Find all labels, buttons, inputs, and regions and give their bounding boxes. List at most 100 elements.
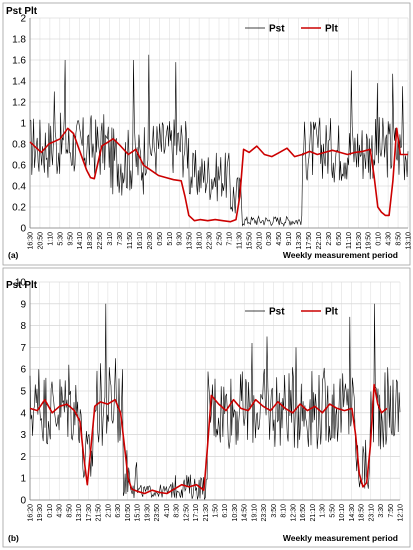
x-tick-label: 4:30 <box>386 232 393 246</box>
x-tick-label: 9:50 <box>67 232 74 246</box>
x-tick-label: 5:10 <box>167 232 174 246</box>
x-tick-label: 23:50 <box>154 504 161 522</box>
x-tick-label: 9:30 <box>177 232 184 246</box>
x-tick-label: 13:10 <box>76 504 83 522</box>
series-pst-line <box>29 303 401 501</box>
x-tick-label: 14:50 <box>242 504 249 522</box>
x-tick-label: 13:10 <box>406 232 413 250</box>
y-tick-label: 1.2 <box>12 98 26 109</box>
x-tick-label: 8:30 <box>174 504 181 518</box>
x-tick-label: 16:50 <box>300 504 307 522</box>
x-tick-label: 19:30 <box>37 504 44 522</box>
x-tick-label: 10:50 <box>125 504 132 522</box>
x-tick-label: 10:10 <box>339 504 346 522</box>
x-tick-label: 20:30 <box>147 232 154 250</box>
x-tick-label: 0:50 <box>157 232 164 246</box>
series-plt-line <box>29 383 388 495</box>
x-tick-label: 17:30 <box>86 504 93 522</box>
x-tick-label: 8:50 <box>396 232 403 246</box>
x-tick-label: 5:50 <box>329 504 336 518</box>
x-tick-label: 3:10 <box>107 232 114 246</box>
legend-plt-label: Plt <box>325 24 338 35</box>
y-tick-label: 1 <box>20 474 26 485</box>
y-tick-label: 0 <box>20 496 26 507</box>
x-tick-label: 21:10 <box>310 504 317 522</box>
x-tick-label: 20:50 <box>37 232 44 250</box>
series-plt-line <box>29 127 408 223</box>
x-tick-label: 11:10 <box>346 232 353 249</box>
y-tick-label: 6 <box>20 365 26 376</box>
x-tick-label: 18:50 <box>359 504 366 522</box>
x-tick-label: 0:30 <box>266 232 273 246</box>
x-tick-label: 7:30 <box>117 232 124 246</box>
x-tick-label: 11:50 <box>127 232 134 249</box>
y-axis-title: Pst Plt <box>6 280 38 291</box>
y-tick-label: 10 <box>15 278 27 289</box>
y-tick-label: 3 <box>20 430 26 441</box>
x-tick-label: 8:10 <box>281 504 288 518</box>
x-axis-label: Weekly measurement period <box>283 533 398 543</box>
x-tick-label: 1:10 <box>47 232 54 246</box>
legend-plt-label: Plt <box>325 307 338 318</box>
y-tick-label: 0.8 <box>12 140 26 151</box>
x-tick-label: 20:10 <box>256 232 263 250</box>
x-tick-label: 4:30 <box>57 504 64 518</box>
y-tick-label: 0 <box>20 224 26 235</box>
x-tick-label: 2:50 <box>217 232 224 246</box>
y-axis-title: Pst Plt <box>6 6 38 17</box>
y-tick-label: 1.6 <box>12 56 26 67</box>
y-tick-label: 4 <box>20 408 26 419</box>
x-tick-label: 9:10 <box>286 232 293 246</box>
y-tick-label: 1.8 <box>12 35 26 46</box>
x-tick-label: 5:30 <box>57 232 64 246</box>
x-tick-label: 6:10 <box>222 504 229 518</box>
y-tick-label: 0.2 <box>12 203 26 214</box>
x-tick-label: 7:50 <box>388 504 395 518</box>
x-tick-label: 16:30 <box>28 232 35 250</box>
panel-label: (b) <box>8 533 19 543</box>
x-tick-label: 12:50 <box>183 504 190 522</box>
chart-panel-a: 0 0.2 0.4 0.6 0.8 1 1.2 1.4 1.6 1.8 2 16:30 20:50 1:1… <box>2 2 413 266</box>
x-tick-label: 4:10 <box>164 504 171 518</box>
y-tick-label: 8 <box>20 321 26 332</box>
x-tick-label: 23:30 <box>261 504 268 522</box>
x-tick-label: 16:10 <box>137 232 144 250</box>
panel-label: (a) <box>8 250 19 260</box>
x-tick-label: 12:30 <box>290 504 297 522</box>
x-tick-label: 19:10 <box>251 504 258 522</box>
x-tick-label: 3:50 <box>271 504 278 518</box>
x-tick-label: 2:30 <box>326 232 333 246</box>
x-tick-label: 23:10 <box>368 504 375 522</box>
x-tick-label: 22:50 <box>97 232 104 250</box>
y-tick-label: 1 <box>20 119 26 130</box>
legend-pst-label: Pst <box>269 307 285 318</box>
x-tick-label: 8:50 <box>66 504 73 518</box>
y-tick-label: 1.4 <box>12 77 26 88</box>
x-tick-label: 17:50 <box>306 232 313 250</box>
x-tick-label: 14:10 <box>77 232 84 250</box>
series-pst-line <box>29 54 409 227</box>
y-tick-label: 7 <box>20 343 26 354</box>
x-tick-label: 2:10 <box>105 504 112 518</box>
x-tick-label: 13:30 <box>296 232 303 250</box>
panel-frame <box>2 2 411 266</box>
x-tick-label: 18:10 <box>197 232 204 250</box>
x-tick-label: 13:50 <box>187 232 194 250</box>
x-tick-label: 7:10 <box>226 232 233 246</box>
x-tick-label: 18:30 <box>87 232 94 250</box>
x-tick-label: 0:10 <box>47 504 54 518</box>
x-tick-label: 15:10 <box>135 504 142 522</box>
x-tick-label: 21:50 <box>96 504 103 522</box>
x-tick-label: 6:30 <box>115 504 122 518</box>
x-tick-label: 17:10 <box>193 504 200 522</box>
x-tick-label: 11:30 <box>236 232 243 249</box>
y-tick-label: 2 <box>20 452 26 463</box>
y-tick-label: 5 <box>20 387 26 398</box>
x-tick-label: 1:30 <box>320 504 327 518</box>
x-axis-label: Weekly measurement period <box>283 250 398 260</box>
x-tick-label: 21:30 <box>203 504 210 522</box>
y-tick-label: 9 <box>20 299 26 310</box>
y-tick-label: 2 <box>20 14 26 25</box>
